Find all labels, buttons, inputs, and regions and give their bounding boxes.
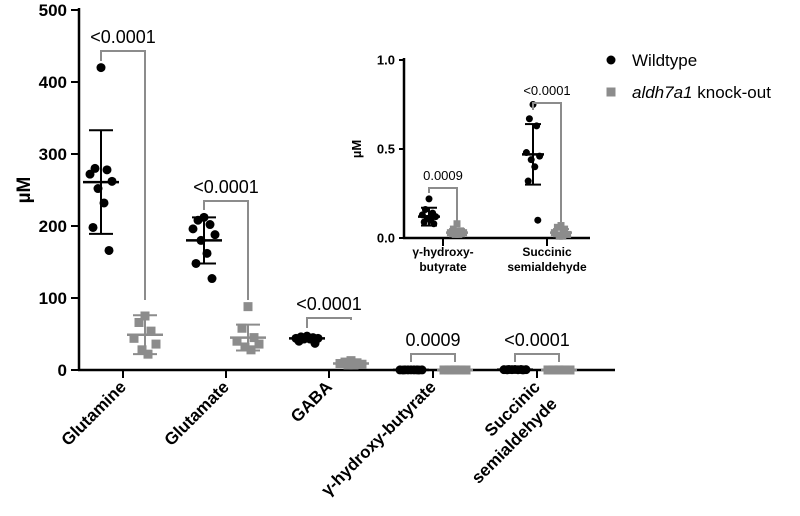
inset-chart: 0.0 0.5 1.0 µM γ-hydroxy-butyrate Succinic sem… (349, 53, 590, 274)
knockout-point (557, 222, 565, 230)
category-label-line: Glutamate (161, 377, 233, 449)
legend-label: aldh7a1 knock-out (632, 83, 771, 102)
category-label-line: Succinic (522, 245, 572, 259)
y-tick-label: 200 (39, 217, 67, 236)
y-tick-label: 1.0 (377, 53, 395, 68)
category-label: γ-hydroxy-butyrate (412, 245, 473, 274)
legend-marker-wildtype (606, 55, 616, 65)
wildtype-point (207, 274, 217, 284)
y-tick-label: 300 (39, 145, 67, 164)
wildtype-point (534, 216, 542, 224)
p-value-label: <0.0001 (193, 177, 259, 197)
significance-bracket (428, 187, 458, 223)
knockout-point (451, 230, 459, 238)
category-label-line: butyrate (419, 260, 467, 274)
category-label: GABA (287, 377, 336, 426)
y-tick-label: 500 (39, 1, 67, 20)
category-label: Glutamine (58, 377, 130, 449)
legend-label: Wildtype (632, 51, 697, 70)
knockout-point (151, 339, 161, 349)
knockout-point (134, 317, 144, 327)
knockout-point (455, 230, 463, 238)
p-value-label: 0.0009 (423, 168, 463, 183)
p-value-label: <0.0001 (90, 27, 156, 47)
category-label-line: GABA (287, 377, 336, 426)
wildtype-point (525, 115, 533, 123)
significance-bracket (306, 317, 352, 328)
category-label: Succinicsemialdehyde (451, 377, 561, 487)
knockout-point (564, 230, 572, 238)
knockout-point (129, 333, 139, 343)
wildtype-point (102, 165, 112, 175)
knockout-point (453, 220, 461, 228)
y-tick-label: 100 (39, 289, 67, 308)
significance-bracket (203, 200, 249, 300)
wildtype-point (96, 63, 106, 73)
p-value-label: <0.0001 (504, 330, 570, 350)
wildtype-point (420, 218, 428, 226)
category-label-line: γ-hydroxy- (412, 245, 473, 259)
category-label-line: Glutamine (58, 377, 130, 449)
p-value-label: <0.0001 (296, 294, 362, 314)
knockout-point (232, 336, 242, 346)
category-label-line: semialdehyde (507, 260, 587, 274)
significance-bracket (410, 353, 456, 362)
category-label: γ-hydroxy-butyrate (318, 377, 440, 499)
category-label-line: γ-hydroxy-butyrate (318, 377, 440, 499)
y-tick-label: 400 (39, 73, 67, 92)
y-tick-label: 0.0 (377, 231, 395, 246)
wildtype-point (85, 169, 95, 179)
knockout-point (243, 302, 253, 312)
knockout-point (146, 326, 156, 336)
significance-bracket (514, 353, 560, 362)
wildtype-point (205, 220, 215, 230)
knockout-point (237, 323, 247, 333)
wildtype-point (524, 177, 532, 185)
p-value-label: 0.0009 (405, 330, 460, 350)
y-tick-label: 0.5 (377, 142, 395, 157)
significance-bracket (100, 50, 146, 300)
y-axis-label: µM (349, 140, 364, 158)
p-value-label: <0.0001 (523, 83, 570, 98)
y-axis-label: µM (14, 177, 35, 204)
legend-label-rest: knock-out (693, 83, 772, 102)
legend: Wildtype aldh7a1 knock-out (606, 51, 771, 102)
wildtype-point (210, 230, 220, 240)
significance-bracket (532, 102, 562, 222)
wildtype-point (88, 222, 98, 232)
wildtype-point (425, 195, 433, 203)
category-label: Glutamate (161, 377, 233, 449)
knockout-point (254, 339, 264, 349)
knockout-point (240, 342, 250, 352)
wildtype-point (104, 245, 114, 255)
legend-label-italic: aldh7a1 (632, 83, 693, 102)
wildtype-point (188, 224, 198, 234)
legend-marker-knockout (606, 87, 616, 97)
knockout-point (137, 345, 147, 355)
y-tick-label: 0 (58, 361, 67, 380)
knockout-point (553, 223, 561, 231)
